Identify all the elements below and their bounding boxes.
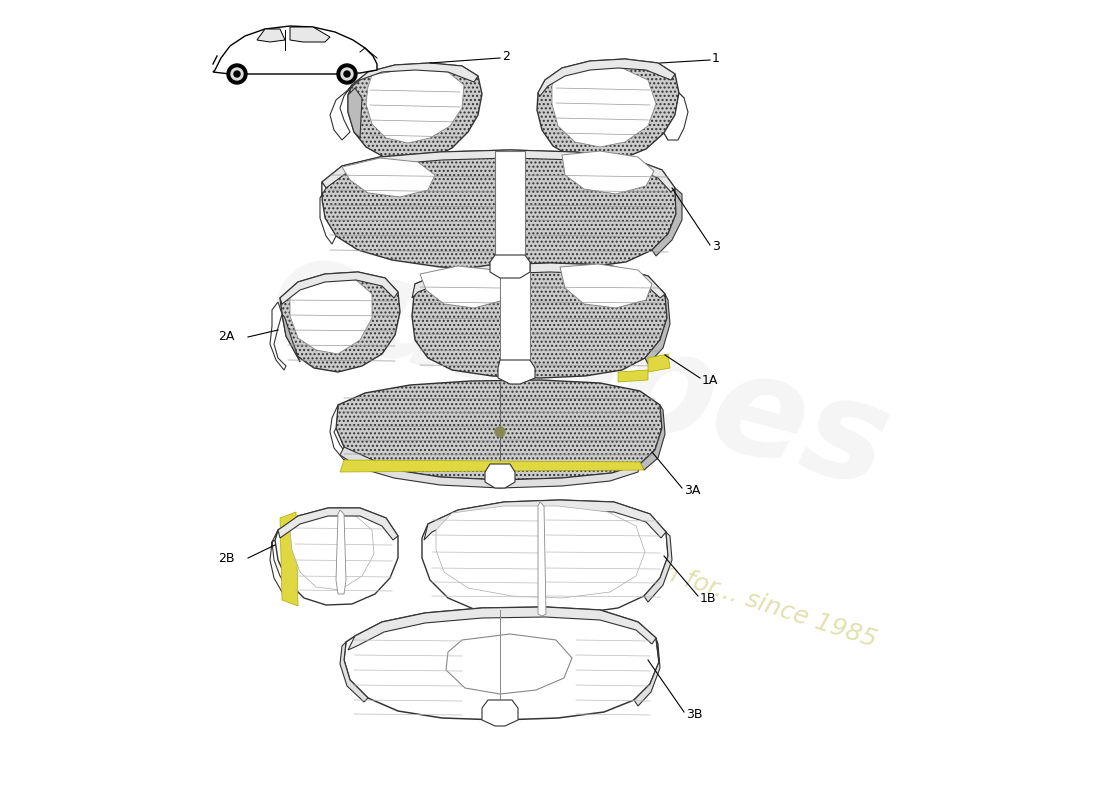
Polygon shape (424, 500, 666, 540)
Polygon shape (482, 700, 518, 726)
Polygon shape (342, 158, 435, 197)
Polygon shape (348, 63, 478, 90)
Text: 2B: 2B (218, 551, 234, 565)
Polygon shape (322, 150, 676, 270)
Polygon shape (290, 276, 372, 354)
Polygon shape (500, 264, 530, 378)
Polygon shape (648, 354, 670, 372)
Polygon shape (344, 607, 659, 720)
Polygon shape (280, 272, 400, 372)
Polygon shape (652, 188, 682, 256)
Polygon shape (422, 500, 668, 615)
Polygon shape (348, 88, 362, 138)
Circle shape (337, 64, 358, 84)
Polygon shape (340, 642, 368, 702)
Polygon shape (645, 294, 670, 364)
Text: 1B: 1B (700, 591, 716, 605)
Polygon shape (634, 638, 660, 706)
Polygon shape (270, 302, 286, 370)
Circle shape (341, 68, 353, 80)
Polygon shape (280, 512, 298, 606)
Text: 1A: 1A (702, 374, 718, 386)
Polygon shape (490, 255, 530, 278)
Polygon shape (562, 151, 654, 194)
Polygon shape (322, 150, 675, 192)
Text: 3: 3 (712, 241, 719, 254)
Polygon shape (278, 508, 398, 540)
Polygon shape (290, 27, 330, 42)
Polygon shape (664, 93, 688, 140)
Polygon shape (213, 26, 377, 74)
Polygon shape (436, 506, 645, 598)
Circle shape (234, 71, 240, 77)
Polygon shape (282, 314, 300, 362)
Text: 2: 2 (502, 50, 510, 62)
Circle shape (495, 427, 505, 437)
Polygon shape (290, 512, 374, 590)
Text: a passion for... since 1985: a passion for... since 1985 (561, 528, 879, 652)
Circle shape (227, 64, 248, 84)
Text: europes: europes (256, 223, 903, 517)
Polygon shape (640, 405, 666, 470)
Circle shape (344, 71, 350, 77)
Polygon shape (538, 59, 675, 96)
Polygon shape (560, 264, 652, 308)
Polygon shape (537, 59, 679, 162)
Text: 3A: 3A (684, 483, 701, 497)
Polygon shape (412, 263, 666, 298)
Polygon shape (538, 502, 546, 616)
Polygon shape (485, 464, 515, 488)
Polygon shape (420, 266, 510, 308)
Polygon shape (348, 607, 656, 650)
Polygon shape (412, 263, 667, 378)
Polygon shape (340, 447, 640, 488)
Polygon shape (257, 29, 285, 42)
Circle shape (231, 68, 243, 80)
Polygon shape (320, 182, 336, 244)
Polygon shape (340, 460, 644, 472)
Polygon shape (498, 360, 535, 384)
Text: 2A: 2A (218, 330, 234, 343)
Polygon shape (495, 151, 525, 272)
Polygon shape (336, 380, 662, 480)
Polygon shape (366, 68, 464, 143)
Polygon shape (275, 508, 398, 605)
Polygon shape (280, 272, 398, 304)
Polygon shape (270, 530, 288, 592)
Polygon shape (330, 85, 352, 140)
Polygon shape (330, 405, 348, 460)
Polygon shape (336, 510, 346, 594)
Polygon shape (348, 63, 482, 161)
Polygon shape (664, 93, 684, 140)
Polygon shape (644, 532, 672, 602)
Text: 1: 1 (712, 51, 719, 65)
Polygon shape (618, 370, 648, 382)
Text: 3B: 3B (686, 707, 703, 721)
Polygon shape (552, 65, 656, 147)
Polygon shape (446, 634, 572, 694)
